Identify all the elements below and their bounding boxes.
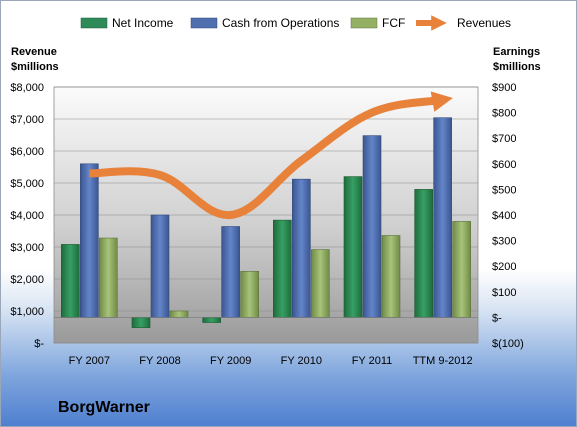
x-tick-label: FY 2011 bbox=[352, 355, 393, 367]
bar-net-income-fy-2007 bbox=[61, 244, 80, 318]
revenues-line bbox=[89, 91, 453, 220]
left-tick-label: $7,000 bbox=[10, 114, 44, 126]
bar-cash-from-operations-fy-2011 bbox=[362, 135, 382, 318]
legend-label-revenues: Revenues bbox=[457, 16, 511, 30]
bar-cash-from-operations-fy-2010 bbox=[292, 178, 311, 318]
x-tick-label: FY 2007 bbox=[69, 355, 110, 367]
x-tick-label: FY 2010 bbox=[281, 355, 322, 367]
legend: Net Income Cash from Operations FCF Reve… bbox=[80, 15, 511, 31]
x-tick-label: FY 2008 bbox=[139, 355, 180, 367]
left-tick-label: $3,000 bbox=[10, 242, 44, 254]
left-axis-title-line2: $millions bbox=[11, 61, 59, 73]
bars bbox=[54, 117, 478, 328]
right-axis-title-line2: $millions bbox=[493, 61, 541, 73]
right-tick-label: $(100) bbox=[492, 338, 524, 350]
right-tick-label: $800 bbox=[492, 108, 516, 120]
bar-fcf-fy-2010 bbox=[311, 249, 330, 318]
legend-label-net-income: Net Income bbox=[112, 16, 174, 30]
right-tick-label: $300 bbox=[492, 236, 516, 248]
legend-label-fcf: FCF bbox=[382, 16, 405, 30]
legend-swatch-net-income bbox=[80, 17, 108, 29]
bar-net-income-fy-2009 bbox=[202, 317, 221, 323]
left-tick-label: $5,000 bbox=[10, 178, 44, 190]
left-tick-label: $4,000 bbox=[10, 210, 44, 222]
left-axis-title-line1: Revenue bbox=[11, 46, 57, 58]
left-tick-label: $- bbox=[34, 338, 44, 350]
left-tick-label: $8,000 bbox=[10, 82, 44, 94]
bar-cash-from-operations-ttm-9-2012 bbox=[433, 117, 452, 318]
bar-cash-from-operations-fy-2007 bbox=[80, 163, 99, 318]
left-tick-label: $1,000 bbox=[10, 306, 44, 318]
bar-fcf-fy-2007 bbox=[99, 237, 118, 318]
bar-cash-from-operations-fy-2009 bbox=[221, 226, 240, 318]
bar-net-income-fy-2010 bbox=[273, 219, 292, 318]
grid bbox=[54, 86, 478, 344]
bar-fcf-fy-2009 bbox=[240, 271, 259, 318]
right-axis-title-line1: Earnings bbox=[493, 46, 540, 58]
right-tick-label: $400 bbox=[492, 210, 516, 222]
legend-item-fcf: FCF bbox=[350, 16, 405, 30]
legend-swatch-cash-from-operations bbox=[190, 17, 218, 29]
bar-net-income-fy-2008 bbox=[131, 317, 151, 328]
bar-fcf-fy-2011 bbox=[381, 235, 401, 318]
right-tick-label: $- bbox=[492, 312, 502, 324]
x-tick-label: FY 2009 bbox=[210, 355, 251, 367]
legend-item-cash-from-operations: Cash from Operations bbox=[190, 16, 339, 30]
axis-ticks: $- $1,000 $2,000 $3,000 $4,000 $5,000 $6,000 $7… bbox=[10, 82, 523, 367]
right-tick-label: $700 bbox=[492, 133, 516, 145]
legend-swatch-fcf bbox=[350, 17, 378, 29]
bar-net-income-fy-2011 bbox=[343, 176, 363, 318]
company-name: BorgWarner bbox=[58, 399, 150, 416]
bar-cash-from-operations-fy-2008 bbox=[150, 214, 170, 318]
left-tick-label: $2,000 bbox=[10, 274, 44, 286]
legend-label-cash-from-operations: Cash from Operations bbox=[222, 16, 339, 30]
right-tick-label: $500 bbox=[492, 184, 516, 196]
right-tick-label: $200 bbox=[492, 261, 516, 273]
left-tick-label: $6,000 bbox=[10, 146, 44, 158]
revenue-line-layer bbox=[89, 91, 453, 220]
bar-fcf-ttm-9-2012 bbox=[452, 221, 471, 318]
right-tick-label: $600 bbox=[492, 159, 516, 171]
right-tick-label: $100 bbox=[492, 287, 516, 299]
bar-fcf-fy-2008 bbox=[169, 310, 189, 318]
x-tick-label: TTM 9-2012 bbox=[413, 355, 473, 367]
bar-net-income-ttm-9-2012 bbox=[414, 189, 433, 318]
legend-item-revenues: Revenues bbox=[416, 15, 511, 31]
legend-item-net-income: Net Income bbox=[80, 16, 174, 30]
right-tick-label: $900 bbox=[492, 82, 516, 94]
